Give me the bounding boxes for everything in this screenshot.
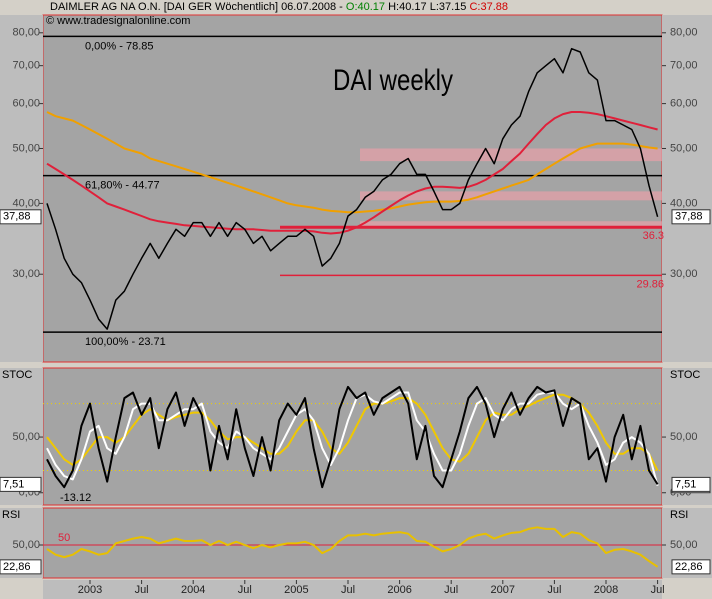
level-label: 29.86 [636,278,664,290]
current-box [0,559,42,575]
left-axis [0,15,43,362]
current-label: 37,88 [3,211,31,223]
chart-title: DAI weekly [333,62,453,96]
fib-label: 61,80% - 44.77 [85,180,160,192]
y-tick-label: 40,00 [670,197,698,209]
x-tick-label: 2007 [491,584,515,596]
header: DAIMLER AG NA O.N. [DAI GER Wöchentlich]… [50,1,508,13]
current-box [671,559,711,575]
current-box [0,476,42,492]
x-tick-label: Jul [341,584,355,596]
x-tick-label: 2003 [78,584,102,596]
y-tick-label: 80,00 [12,27,40,39]
series-line [46,526,659,568]
panel-label: RSI [2,509,20,521]
plot-area [42,367,663,506]
y-tick-label: 50,00 [670,431,698,443]
x-tick-label: Jul [651,584,665,596]
current-label: 7,51 [3,478,24,490]
current-box [671,209,711,225]
y-tick-label: 50,00 [670,539,698,551]
x-tick-label: Jul [444,584,458,596]
y-tick-label: 60,00 [670,98,698,110]
zone [360,191,662,201]
y-tick-label: 50,00 [12,142,40,154]
x-tick-label: Jul [547,584,561,596]
plot-area [42,14,663,363]
fib-label: 100,00% - 23.71 [85,336,166,348]
y-tick-label: 70,00 [12,60,40,72]
x-tick-label: Jul [238,584,252,596]
panel-label: STOC [2,369,32,381]
x-axis [43,580,662,599]
header-open: O:40.17 [346,1,385,13]
level-label: 36.3 [643,230,664,242]
current-box [0,209,42,225]
y-tick-label: 70,00 [670,60,698,72]
series-line [46,47,659,330]
zone [360,148,662,162]
header-close: C:37.88 [469,1,508,13]
right-axis [662,15,712,362]
min-label: -13.12 [60,492,91,504]
y-tick-label: 30,00 [12,268,40,280]
y-tick-label: 50,00 [670,142,698,154]
level-label: 50 [58,532,70,544]
x-tick-label: 2008 [594,584,618,596]
y-tick-label: 40,00 [12,197,40,209]
panel-label: RSI [670,509,688,521]
y-tick-label: 50,00 [12,539,40,551]
x-tick-label: 2005 [284,584,308,596]
current-label: 22,86 [675,561,703,573]
header-low: L:37.15 [430,1,467,13]
x-tick-label: 2006 [387,584,411,596]
y-tick-label: 60,00 [12,98,40,110]
x-tick-label: Jul [135,584,149,596]
y-tick-label: 50,00 [12,431,40,443]
panel-label: STOC [670,369,700,381]
plot-area [42,507,663,579]
current-box [671,476,711,492]
y-tick-label: 30,00 [670,268,698,280]
fib-label: 0,00% - 78.85 [85,40,154,52]
current-label: 22,86 [3,561,31,573]
x-tick-label: 2004 [181,584,205,596]
y-tick-label: 80,00 [670,27,698,39]
header-name: DAIMLER AG NA O.N. [DAI GER Wöchentlich]… [50,1,343,13]
copyright: © www.tradesignalonline.com [46,15,190,27]
current-label: 37,88 [675,211,703,223]
header-high: H:40.17 [388,1,427,13]
series-line [46,385,659,489]
current-label: 7,51 [675,478,696,490]
series-line [46,111,658,235]
zone [360,221,662,228]
